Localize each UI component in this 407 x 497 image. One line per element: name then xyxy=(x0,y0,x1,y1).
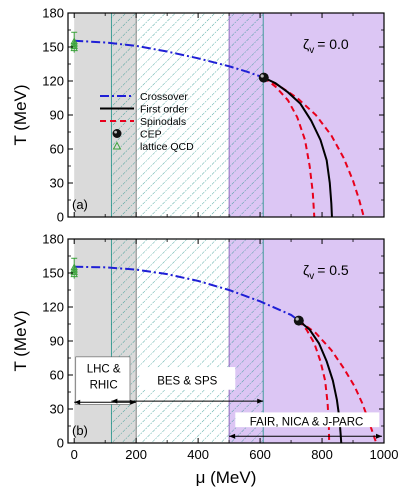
y-tick-label: 60 xyxy=(50,142,64,157)
legend-label-first_order: First order xyxy=(140,103,188,115)
label-box-fair xyxy=(235,412,380,428)
label-box-bes xyxy=(139,367,236,390)
spinodal-inner-line xyxy=(263,76,316,217)
first-order-line xyxy=(263,76,333,217)
region-shading xyxy=(74,13,384,217)
region-annotations: LHC & RHIC BES & SPS FAIR, NICA & J-PARC xyxy=(74,356,382,439)
label-box-lhc xyxy=(75,356,131,405)
lattice-qcd-point xyxy=(70,37,78,45)
curves xyxy=(70,257,378,443)
crossover-line xyxy=(74,39,265,79)
label-fair-nica-jparc: FAIR, NICA & J-PARC xyxy=(250,416,364,428)
y-tick-label: 30 xyxy=(50,176,64,191)
x-tick-label: 600 xyxy=(249,447,271,462)
region-bes-sps xyxy=(110,239,264,443)
label-lhc-rhic-line1: LHC & xyxy=(87,364,121,376)
x-tick-label: 0 xyxy=(71,447,78,462)
crossover-line xyxy=(74,265,300,322)
curves xyxy=(70,31,365,217)
legend-label-crossover: Crossover xyxy=(140,91,188,103)
panel-a: 0 30 60 90 120 150 180 (a) ζv = 0.0 CrossoverFirst… xyxy=(42,6,385,225)
label-lhc-rhic-line2: RHIC xyxy=(90,380,118,392)
legend-cep-highlight xyxy=(114,130,117,134)
arrow-fair-nica-jparc-head-right xyxy=(376,433,382,439)
y-tick-label: 0 xyxy=(57,210,64,225)
x-tick-label: 800 xyxy=(311,447,333,462)
lattice-qcd-point xyxy=(70,267,78,275)
label-bes-sps: BES & SPS xyxy=(157,376,217,388)
legend-label-cep: CEP xyxy=(140,128,162,140)
x-tick-label: 400 xyxy=(187,447,209,462)
y-tick-label: 150 xyxy=(42,40,64,55)
y-tick-label: 120 xyxy=(42,300,64,315)
lattice-qcd-point xyxy=(70,263,78,271)
y-tick-label: 0 xyxy=(57,436,64,451)
critical-end-point xyxy=(258,72,269,83)
y-axis-title-top: T (MeV) xyxy=(11,84,30,145)
region-bes-sps xyxy=(110,13,264,217)
arrow-bes-sps-head-right xyxy=(257,398,264,404)
arrow-lhc-rhic-head-left xyxy=(74,399,81,405)
y-axis-title-bottom: T (MeV) xyxy=(11,310,30,371)
lattice-qcd-point xyxy=(70,265,78,273)
y-tick-label: 90 xyxy=(50,334,64,349)
zeta-label: ζv = 0.5 xyxy=(303,262,349,282)
legend-lattice-icon xyxy=(112,141,122,150)
region-shading xyxy=(74,239,384,443)
lattice-qcd-point xyxy=(70,39,78,47)
lattice-qcd-point xyxy=(70,270,78,278)
axis-ticks: 0 30 60 90 120 150 180 xyxy=(42,6,385,225)
y-tick-label: 60 xyxy=(50,368,64,383)
spinodal-inner-line xyxy=(298,319,331,443)
y-tick-label: 180 xyxy=(42,6,64,21)
y-tick-label: 180 xyxy=(42,232,64,247)
critical-end-point xyxy=(293,315,304,326)
lattice-qcd-point xyxy=(70,41,78,49)
cep-highlight xyxy=(260,74,264,78)
y-tick-label: 30 xyxy=(50,402,64,417)
legend-label-lattice: lattice QCD xyxy=(140,141,194,153)
arrow-fair-nica-jparc-head-left xyxy=(229,433,236,439)
axis-ticks: 0 30 60 90 120 150 180 0 200 400 600 800 1000 xyxy=(42,232,398,463)
y-tick-label: 90 xyxy=(50,108,64,123)
x-tick-label: 200 xyxy=(125,447,147,462)
x-axis-title: μ (MeV) xyxy=(196,468,257,487)
panel-tag: (b) xyxy=(72,423,88,438)
panel-tag: (a) xyxy=(72,197,88,212)
panel-b: 0 30 60 90 120 150 180 0 200 400 600 800 1000 (b) ζv = … xyxy=(42,232,398,463)
cep-highlight xyxy=(295,317,299,321)
spinodal-outer-line xyxy=(298,319,378,443)
legend-cep-icon xyxy=(112,129,122,138)
x-tick-label: 1000 xyxy=(370,447,399,462)
lattice-qcd-point xyxy=(70,44,78,52)
y-tick-label: 120 xyxy=(42,74,64,89)
first-order-line xyxy=(298,319,343,443)
legend-label-spinodals: Spinodals xyxy=(140,116,186,128)
arrow-bes-sps-head-left xyxy=(111,398,118,404)
y-tick-label: 150 xyxy=(42,266,64,281)
zeta-label: ζv = 0.0 xyxy=(303,36,349,56)
